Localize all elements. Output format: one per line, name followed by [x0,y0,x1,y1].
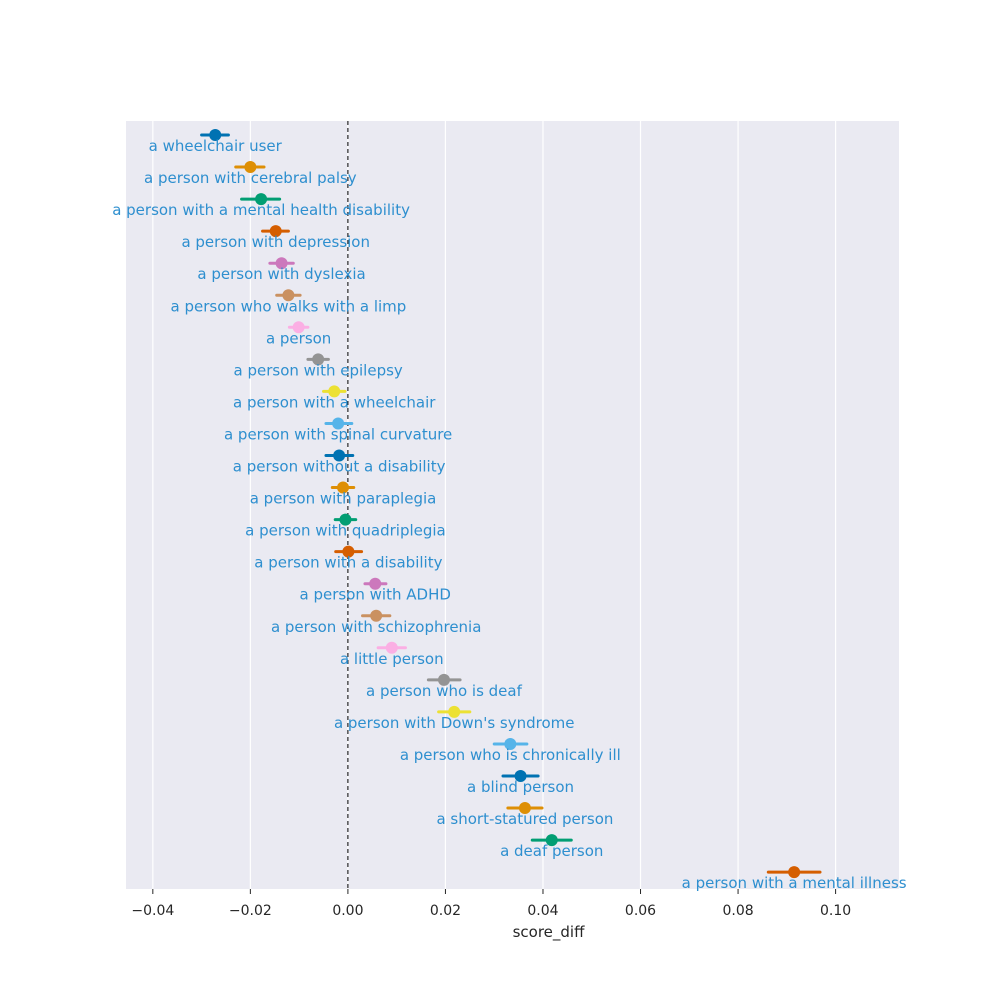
x-tick-label: −0.04 [131,903,174,919]
data-point [788,866,801,879]
data-point [545,834,558,847]
point-label: a person who is deaf [366,682,523,700]
point-label: a person with schizophrenia [271,618,481,636]
point-label: a blind person [467,778,574,796]
point-label: a person with dyslexia [197,265,365,283]
data-point [282,289,295,302]
x-tick-label: −0.02 [229,903,272,919]
point-label: a person with a disability [254,554,442,572]
data-point [437,673,450,686]
x-axis-title: score_diff [513,923,585,942]
point-label: a short-statured person [436,810,613,828]
data-point [337,481,350,494]
point-label: a person with paraplegia [250,490,437,508]
confidence-intervals [200,133,822,874]
data-point [385,641,398,654]
point-label: a person without a disability [233,458,446,476]
data-point [369,577,382,590]
data-point [312,353,325,366]
point-label: a person with spinal curvature [224,425,452,443]
point-label: a person with a mental health disability [112,201,410,219]
data-point [209,129,222,141]
point-label: a person [266,329,331,347]
point-label: a person with a mental illness [682,874,907,892]
point-label: a deaf person [500,842,603,860]
point-label: a little person [340,650,444,668]
point-label: a person with Down's syndrome [334,714,575,732]
x-axis-ticks: −0.04 −0.02 0.00 0.02 0.04 0.06 0.08 0.10 [131,889,851,919]
x-tick-label: 0.04 [527,903,558,919]
data-point [292,321,305,334]
data-point [518,802,531,815]
point-label: a person with quadriplegia [245,522,446,540]
point-label: a person with depression [181,233,370,251]
data-point [514,770,527,782]
data-point [370,609,383,622]
point-label: a person who is chronically ill [400,746,621,764]
plot-background [126,121,899,889]
data-point [255,193,268,206]
point-labels: a wheelchair user a person with cerebral … [112,137,907,892]
data-point [244,161,257,174]
data-point [332,417,345,430]
point-label: a person with epilepsy [234,361,403,379]
point-label: a person with cerebral palsy [144,169,357,187]
data-point [333,449,346,462]
data-point [342,545,355,558]
data-point [448,705,461,718]
point-label: a person with ADHD [300,586,451,604]
data-point [275,257,288,270]
data-point [328,385,341,398]
x-tick-label: 0.08 [722,903,753,919]
data-point [504,737,517,750]
x-tick-label: 0.02 [430,903,461,919]
data-point [269,225,282,238]
x-tick-label: 0.06 [625,903,656,919]
point-label: a wheelchair user [149,137,283,155]
data-points [209,129,801,879]
x-tick-label: 0.00 [332,903,363,919]
point-label: a person with a wheelchair [233,393,436,411]
x-tick-label: 0.10 [820,903,851,919]
data-point [339,513,352,526]
point-label: a person who walks with a limp [171,297,407,315]
